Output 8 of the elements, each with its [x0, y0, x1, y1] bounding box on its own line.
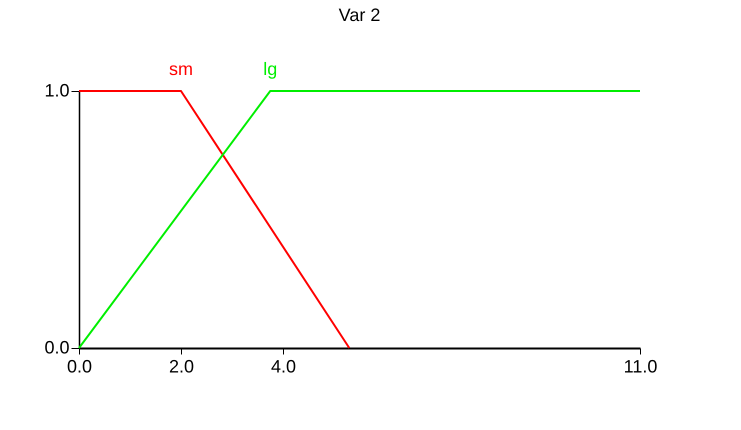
x-tick-label: 4.0 — [270, 356, 296, 376]
x-tick-label: 2.0 — [168, 356, 194, 376]
x-tick-label: 0.0 — [66, 356, 92, 376]
x-tick-label: 11.0 — [624, 356, 658, 376]
y-tick-label: 1.0 — [44, 80, 70, 100]
series-label: sm — [169, 59, 193, 79]
series-label: lg — [263, 59, 278, 79]
chart-title: Var 2 — [338, 5, 380, 25]
